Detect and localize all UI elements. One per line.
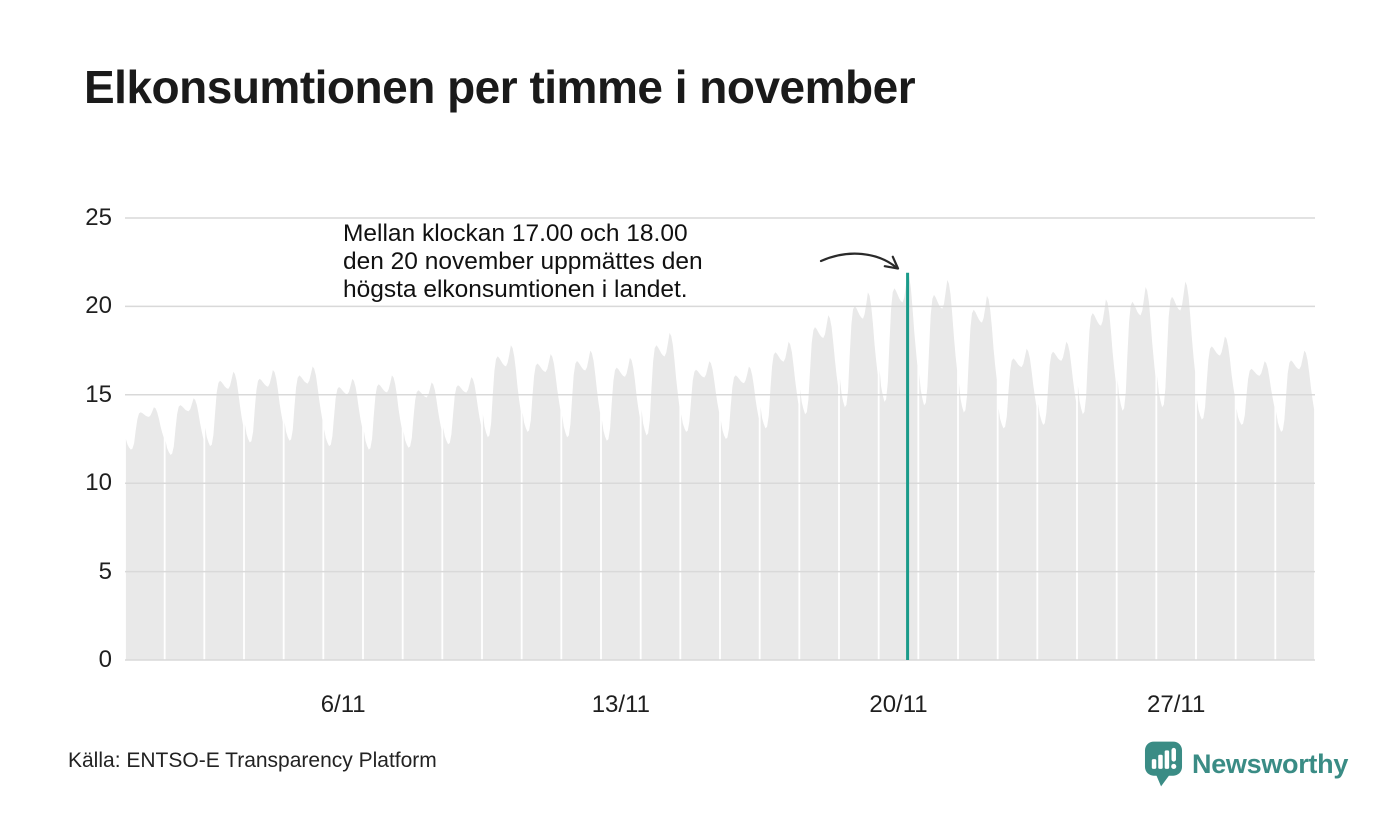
day-area (681, 361, 720, 660)
annotation-line: Mellan klockan 17.00 och 18.00 (343, 220, 688, 247)
day-area (1157, 281, 1196, 660)
day-area (562, 350, 601, 660)
x-axis-tick-label: 6/11 (320, 691, 366, 718)
chart-title: Elkonsumtionen per timme i november (84, 61, 916, 113)
day-area (919, 279, 958, 660)
day-area (839, 292, 878, 660)
day-area (998, 348, 1037, 660)
day-area (165, 398, 204, 660)
annotation-line: den 20 november uppmättes den (343, 248, 703, 275)
annotation-line: högsta elkonsumtionen i landet. (343, 276, 688, 303)
newsworthy-logo: Newsworthy (1144, 740, 1348, 788)
day-area (324, 378, 363, 660)
x-axis-tick-label: 27/11 (1147, 691, 1206, 718)
day-area (958, 295, 997, 660)
day-area (482, 345, 521, 660)
day-area (125, 407, 164, 660)
day-area (601, 357, 640, 660)
x-axis-tick-label: 20/11 (869, 691, 928, 718)
newsworthy-wordmark: Newsworthy (1192, 748, 1349, 779)
y-axis-tick-label: 0 (98, 646, 112, 673)
y-axis-tick-label: 15 (85, 380, 112, 408)
day-area (1196, 336, 1235, 660)
y-axis-tick-label: 5 (98, 557, 112, 585)
day-area (1038, 341, 1077, 660)
day-area (205, 371, 244, 660)
day-area (443, 377, 482, 660)
y-axis-tick-label: 20 (85, 292, 112, 320)
day-area (1077, 299, 1116, 660)
y-axis-tick-label: 10 (85, 469, 112, 497)
day-area (1236, 361, 1275, 660)
x-axis-tick-label: 13/11 (591, 691, 650, 718)
day-area (760, 341, 799, 660)
annotation-arrow-head (883, 255, 900, 270)
day-area (641, 332, 680, 660)
annotation-arrow (819, 252, 899, 270)
y-axis-tick-label: 25 (85, 204, 112, 231)
day-area (1117, 287, 1156, 660)
peak-annotation: Mellan klockan 17.00 och 18.00 den 20 no… (343, 220, 703, 304)
day-area (244, 370, 283, 660)
day-area (363, 375, 402, 660)
day-area (403, 382, 442, 660)
day-area (284, 366, 323, 660)
source-caption: Källa: ENTSO-E Transparency Platform (68, 749, 437, 772)
bar-chart-speech-bubble-icon (1144, 741, 1183, 787)
day-area (800, 315, 839, 660)
day-area (1276, 350, 1315, 660)
day-area (720, 366, 759, 660)
day-area (879, 272, 918, 660)
day-area (522, 354, 561, 660)
